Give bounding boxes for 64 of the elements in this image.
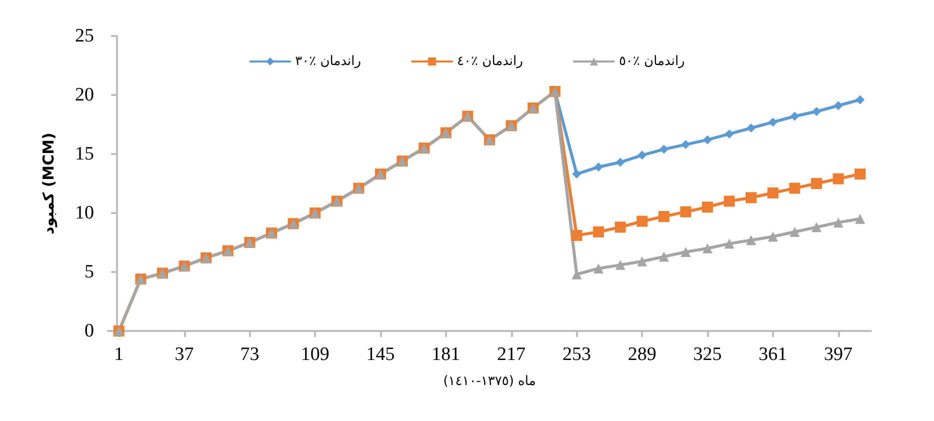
point xyxy=(594,162,603,172)
point xyxy=(746,235,756,246)
point xyxy=(658,252,669,262)
x-tick-label: 1 xyxy=(114,344,124,365)
x-tick-label: 325 xyxy=(693,344,722,365)
point xyxy=(768,232,778,242)
point xyxy=(811,178,822,189)
point xyxy=(637,256,648,266)
point xyxy=(724,129,734,138)
point xyxy=(790,112,800,121)
point xyxy=(746,124,756,133)
point xyxy=(571,230,582,241)
point xyxy=(746,192,757,204)
point xyxy=(724,196,735,207)
x-tick-label: 145 xyxy=(366,344,395,365)
point xyxy=(680,206,692,218)
y-tick-label: 15 xyxy=(75,144,94,164)
legend-label: راندمان ٪٤٠ xyxy=(457,54,523,69)
y-tick-label: 5 xyxy=(84,262,94,282)
x-tick-label: 217 xyxy=(497,344,526,365)
point xyxy=(616,158,625,167)
point xyxy=(812,107,821,116)
point xyxy=(572,170,582,179)
x-tick-label: 73 xyxy=(240,344,260,365)
point xyxy=(812,222,822,232)
point xyxy=(703,135,712,144)
x-tick-label: 253 xyxy=(562,344,591,365)
point xyxy=(680,246,691,257)
point xyxy=(681,140,690,150)
point xyxy=(832,173,844,184)
y-axis-title: کمبود (MCM) xyxy=(40,132,58,234)
point xyxy=(658,211,670,222)
point xyxy=(790,226,800,237)
point xyxy=(855,214,866,224)
point xyxy=(768,118,778,127)
point xyxy=(856,95,865,104)
y-tick-label: 0 xyxy=(84,320,94,342)
point xyxy=(636,216,648,227)
y-tick-label: 20 xyxy=(75,84,94,106)
x-tick-label: 37 xyxy=(174,344,194,365)
point xyxy=(854,168,866,180)
point xyxy=(789,182,800,194)
point xyxy=(702,202,713,213)
legend-label: راندمان ٪٣٠ xyxy=(295,54,362,69)
point xyxy=(593,226,604,238)
x-tick-label: 109 xyxy=(300,344,330,365)
point xyxy=(638,150,647,160)
point xyxy=(724,238,734,249)
x-tick-label: 181 xyxy=(432,344,460,365)
x-tick-label: 397 xyxy=(824,344,853,365)
x-axis-title: ماه (١٣٧٥-١٤١٠) xyxy=(443,374,536,389)
point xyxy=(834,101,843,110)
point xyxy=(702,243,712,254)
point xyxy=(594,263,604,274)
x-tick-label: 361 xyxy=(758,344,788,365)
y-tick-label: 25 xyxy=(75,26,94,46)
legend-label: راندمان ٪٥٠ xyxy=(618,54,685,69)
x-tick-label: 289 xyxy=(628,344,656,365)
point xyxy=(833,217,844,228)
point xyxy=(615,260,626,270)
point xyxy=(659,144,668,154)
y-tick-label: 10 xyxy=(75,202,94,224)
point xyxy=(614,222,626,233)
point xyxy=(767,187,778,198)
